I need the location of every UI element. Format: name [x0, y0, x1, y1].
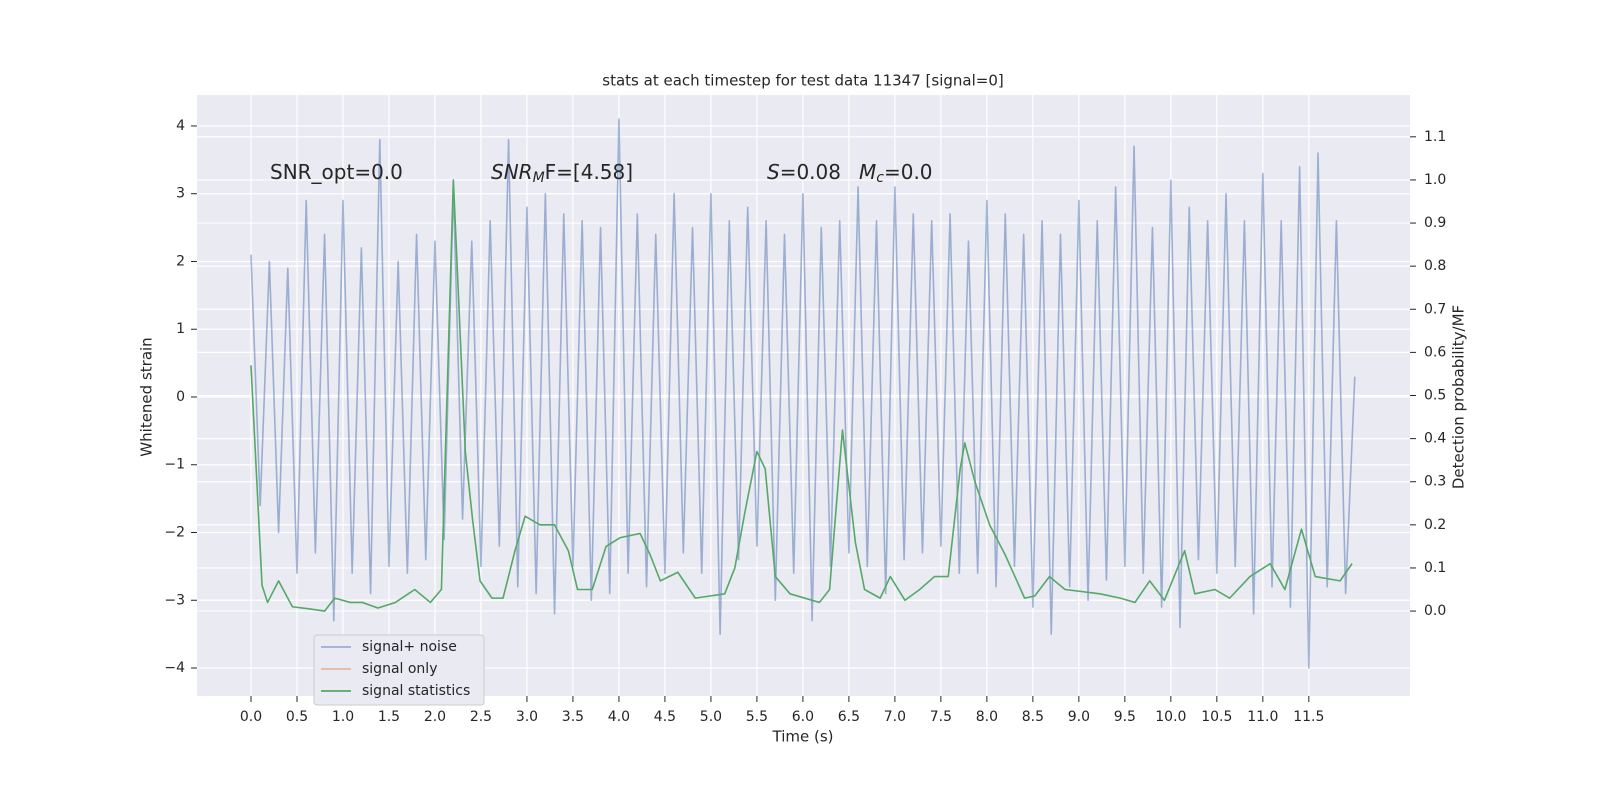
legend-label: signal only — [362, 661, 437, 677]
y2-tick-label: 0.2 — [1424, 517, 1446, 533]
y2-tick-label: 0.9 — [1424, 215, 1446, 231]
chart-title: stats at each timestep for test data 113… — [602, 72, 1003, 90]
y-tick-label: −4 — [164, 660, 185, 676]
y2-tick-label: 0.4 — [1424, 431, 1446, 447]
annotation-part: c — [876, 170, 884, 186]
x-tick-label: 8.5 — [1022, 709, 1044, 725]
y2-tick-label: 1.1 — [1424, 129, 1446, 145]
annotation-part: SNR_opt=0.0 — [270, 160, 403, 184]
x-tick-label: 6.0 — [792, 709, 814, 725]
x-tick-label: 10.0 — [1155, 709, 1186, 725]
annotation-part: =0.0 — [884, 160, 933, 184]
y2-tick-label: 0.8 — [1424, 258, 1446, 274]
annotation: SNRMF=[4.58] — [491, 160, 633, 187]
x-tick-label: 0.0 — [240, 709, 262, 725]
x-tick-label: 5.5 — [746, 709, 768, 725]
y-axis-label: Whitened strain — [138, 337, 156, 456]
annotation-part: SNR — [491, 160, 533, 184]
annotation: Mc=0.0 — [859, 160, 933, 187]
data — [250, 118, 1356, 669]
x-axis-label: Time (s) — [772, 728, 834, 746]
x-tick-label: 7.0 — [884, 709, 906, 725]
series-line — [250, 118, 1356, 669]
x-tick-label: 9.0 — [1068, 709, 1090, 725]
x-tick-label: 7.5 — [930, 709, 952, 725]
y-tick-label: −2 — [164, 525, 185, 541]
x-tick-label: 4.0 — [608, 709, 630, 725]
x-tick-label: 2.0 — [424, 709, 446, 725]
x-tick-label: 11.0 — [1247, 709, 1278, 725]
y-tick-label: 1 — [176, 321, 185, 337]
annotation-part: S — [767, 160, 780, 184]
y2-tick-label: 0.3 — [1424, 474, 1446, 490]
y2-tick-label: 0.1 — [1424, 560, 1446, 576]
legend-label: signal+ noise — [362, 639, 457, 655]
y-tick-label: −1 — [164, 457, 185, 473]
x-tick-label: 2.5 — [470, 709, 492, 725]
y-tick-label: 0 — [176, 389, 185, 405]
series-line — [250, 179, 1353, 612]
x-tick-label: 5.0 — [700, 709, 722, 725]
x-tick-label: 11.5 — [1293, 709, 1324, 725]
y2-tick-label: 0.7 — [1424, 301, 1446, 317]
y-tick-label: 2 — [176, 253, 185, 269]
y2-tick-label: 0.6 — [1424, 344, 1446, 360]
x-tick-label: 3.5 — [562, 709, 584, 725]
legend-box — [313, 634, 485, 706]
labels: stats at each timestep for test data 113… — [138, 72, 1468, 746]
x-tick-label: 6.5 — [838, 709, 860, 725]
y-tick-label: −3 — [164, 592, 185, 608]
annotation-part: =0.08 — [780, 160, 841, 184]
y2-tick-label: 0.0 — [1424, 603, 1446, 619]
x-tick-label: 8.0 — [976, 709, 998, 725]
y-tick-label: 3 — [176, 186, 185, 202]
y-tick-label: 4 — [176, 118, 185, 134]
y2-tick-label: 0.5 — [1424, 388, 1446, 404]
annotation-part: M — [533, 170, 545, 186]
annotation-part: F=[4.58] — [545, 160, 633, 184]
x-tick-label: 1.0 — [332, 709, 354, 725]
annotation-part: M — [859, 160, 876, 184]
legend-label: signal statistics — [362, 683, 470, 699]
y2-axis-label: Detection probability/MF — [1450, 305, 1468, 489]
y2-tick-label: 1.0 — [1424, 172, 1446, 188]
annotation: SNR_opt=0.0 — [270, 160, 403, 184]
x-tick-label: 1.5 — [378, 709, 400, 725]
x-tick-label: 3.0 — [516, 709, 538, 725]
x-tick-label: 0.5 — [286, 709, 308, 725]
x-tick-label: 4.5 — [654, 709, 676, 725]
annotation: S=0.08 — [767, 160, 841, 184]
x-tick-label: 10.5 — [1201, 709, 1232, 725]
x-tick-label: 9.5 — [1114, 709, 1136, 725]
